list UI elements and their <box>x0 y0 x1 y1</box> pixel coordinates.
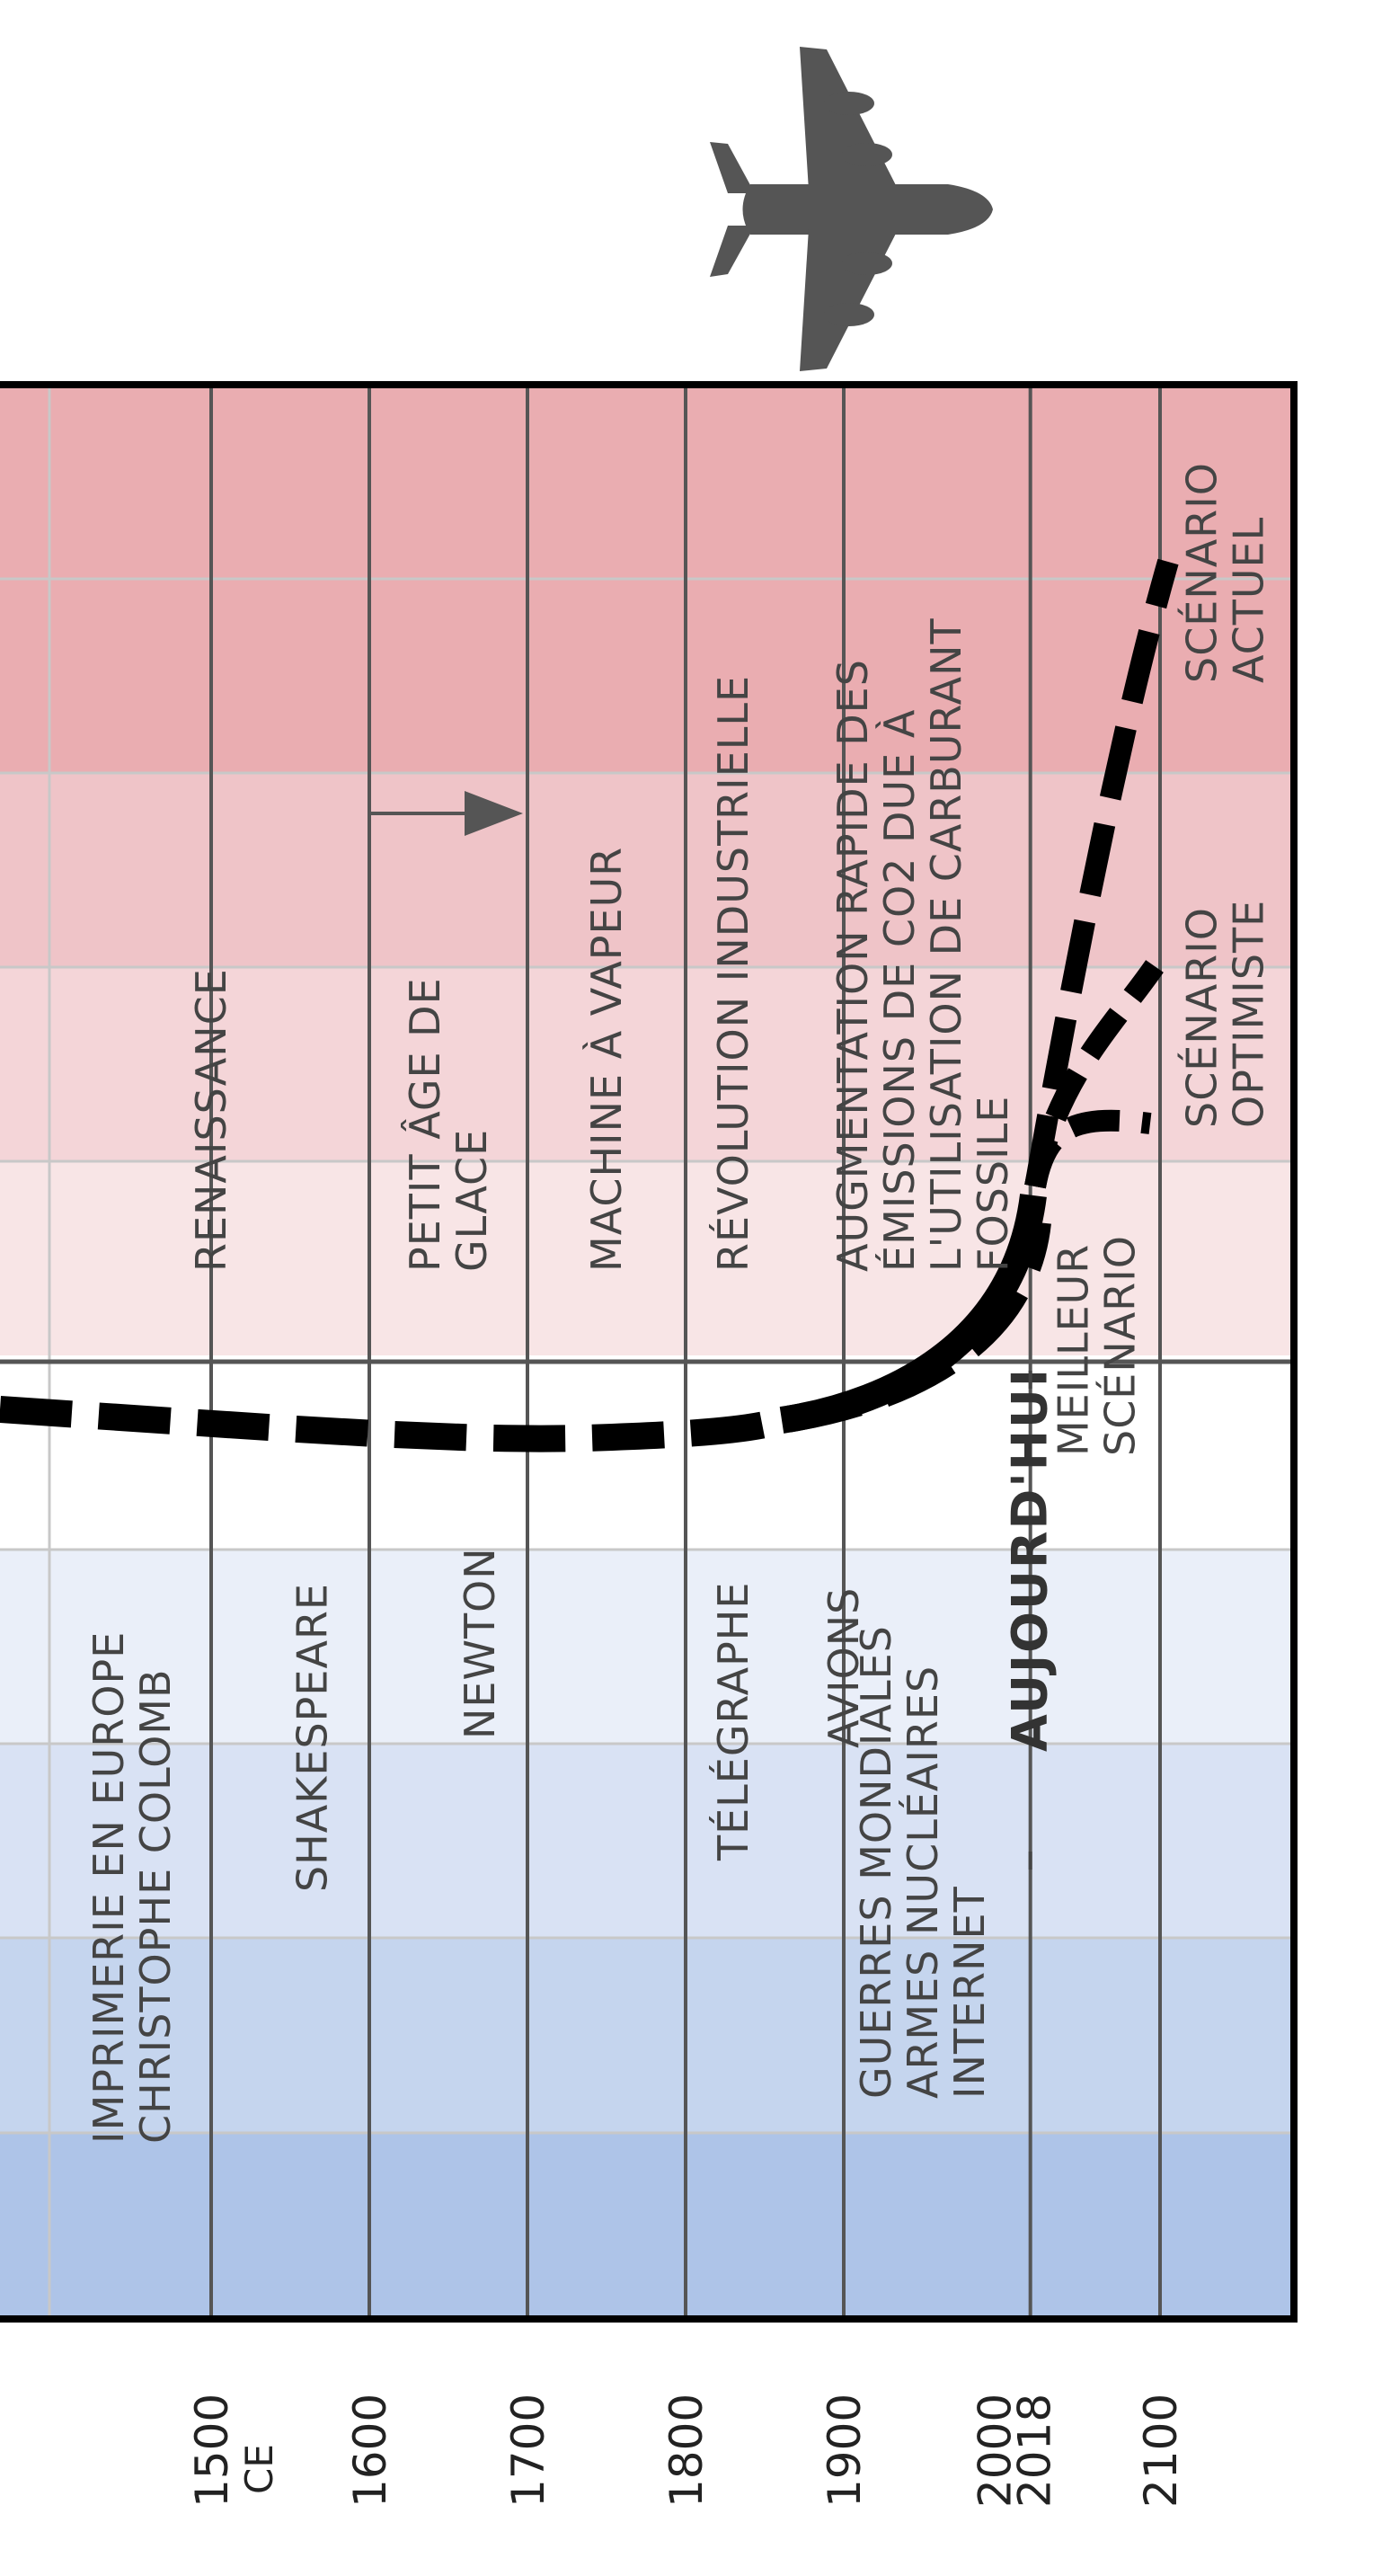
minor-gridlines <box>0 385 1294 2319</box>
year-tick-label: 2018 <box>1009 2394 1061 2508</box>
airplane-engine <box>842 252 892 275</box>
today-marker: AUJOURD'HUI <box>1002 1367 1059 1870</box>
year-tick-sublabel: CE <box>237 2444 281 2494</box>
temperature-band <box>0 1744 1294 1938</box>
temperature-band <box>0 2133 1294 2319</box>
little-ice-age-arrow <box>369 791 523 836</box>
airplane-wing <box>800 228 899 371</box>
temperature-band <box>0 1355 1294 1550</box>
event-label-lower: CHRISTOPHE COLOMB <box>131 1668 180 2144</box>
airplane-tailplane <box>710 142 755 193</box>
event-label-upper: RENAISSANCE <box>187 968 235 1272</box>
temperature-band <box>0 1161 1294 1355</box>
event-label-upper: MACHINE À VAPEUR <box>582 847 631 1272</box>
event-label-upper: FOSSILE <box>969 1096 1017 1272</box>
event-label-lower: IMPRIMERIE EN EUROPE <box>84 1631 133 2144</box>
year-tick-label: 1700 <box>502 2394 554 2508</box>
event-label-lower: TÉLÉGRAPHE <box>709 1582 757 1861</box>
event-label-lower: SHAKESPEARE <box>288 1583 337 1892</box>
airplane-fuselage <box>742 184 993 235</box>
event-label-upper: L'UTILISATION DE CARBURANT <box>922 617 970 1272</box>
measured-temperature-curve <box>779 1194 1047 1434</box>
year-tick-label: 1900 <box>819 2394 871 2508</box>
chart-frame <box>0 381 1298 2323</box>
event-label-lower: ARMES NUCLÉAIRES <box>899 1666 947 2099</box>
temperature-curves <box>0 558 1179 1452</box>
airplane-engine <box>842 143 892 166</box>
event-label-lower: GUERRES MONDIALES <box>852 1625 900 2099</box>
event-label-lower: INTERNET <box>945 1886 994 2099</box>
event-label-lower: NEWTON <box>456 1547 504 1739</box>
temperature-bands <box>0 385 1294 2319</box>
year-tick-label: 2100 <box>1135 2394 1187 2508</box>
event-label-upper: PETIT ÂGE DE <box>401 977 449 1272</box>
temperature-band <box>0 385 1294 579</box>
scenario-label-best: SCÉNARIO <box>1096 1235 1145 1456</box>
year-tick-label: 2000 <box>970 2394 1022 2508</box>
arrow-head <box>465 791 523 836</box>
event-label-upper: RÉVOLUTION INDUSTRIELLE <box>709 675 757 1272</box>
year-gridlines <box>209 385 1162 2319</box>
scenario-label-optimistic: SCÉNARIO <box>1177 907 1226 1128</box>
airplane-wing <box>800 47 899 191</box>
scenario-label-optimistic: OPTIMISTE <box>1224 900 1272 1128</box>
airplane-engine <box>824 303 874 326</box>
current-scenario-curve <box>1024 558 1179 1189</box>
scenario-label-current: ACTUEL <box>1224 517 1272 683</box>
airplane-engine <box>824 92 874 115</box>
temperature-band <box>0 579 1294 773</box>
event-label-upper: GLACE <box>447 1129 496 1272</box>
event-label-upper: ÉMISSIONS DE CO2 DUE À <box>875 709 924 1272</box>
today-label: AUJOURD'HUI <box>1002 1367 1059 1752</box>
scenario-label-current: SCÉNARIO <box>1177 462 1226 683</box>
year-tick-label: 1600 <box>344 2394 396 2508</box>
event-label-lower: AVIONS <box>819 1587 868 1748</box>
airplane-tailplane <box>710 226 755 277</box>
temperature-band <box>0 1550 1294 1744</box>
temperature-band <box>0 1938 1294 2133</box>
year-tick-label: 1500 <box>186 2394 238 2508</box>
scenario-label-best: MEILLEUR <box>1050 1244 1098 1456</box>
year-tick-label: 1800 <box>660 2394 713 2508</box>
airplane-icon <box>710 47 993 371</box>
event-label-upper: AUGMENTATION RAPIDE DES <box>828 659 877 1272</box>
